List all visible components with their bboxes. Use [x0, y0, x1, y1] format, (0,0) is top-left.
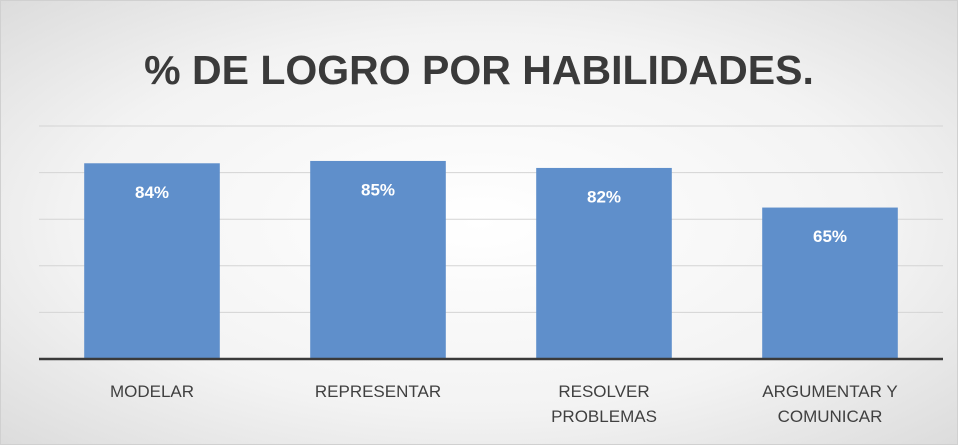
- data-label: 84%: [135, 183, 169, 202]
- x-tick-label: RESOLVER PROBLEMAS: [551, 382, 657, 426]
- bar: [310, 160, 446, 359]
- bar: [536, 167, 672, 359]
- data-label: 85%: [361, 180, 395, 199]
- x-tick-label: REPRESENTAR: [314, 382, 442, 401]
- x-tick-label: MODELAR: [109, 382, 195, 401]
- bar: [84, 163, 220, 359]
- chart-title: % DE LOGRO POR HABILIDADES.: [144, 47, 814, 93]
- bar: [762, 207, 898, 359]
- data-label: 82%: [587, 187, 621, 206]
- data-label: 65%: [813, 227, 847, 246]
- x-tick-label: ARGUMENTAR Y COMUNICAR: [762, 382, 898, 426]
